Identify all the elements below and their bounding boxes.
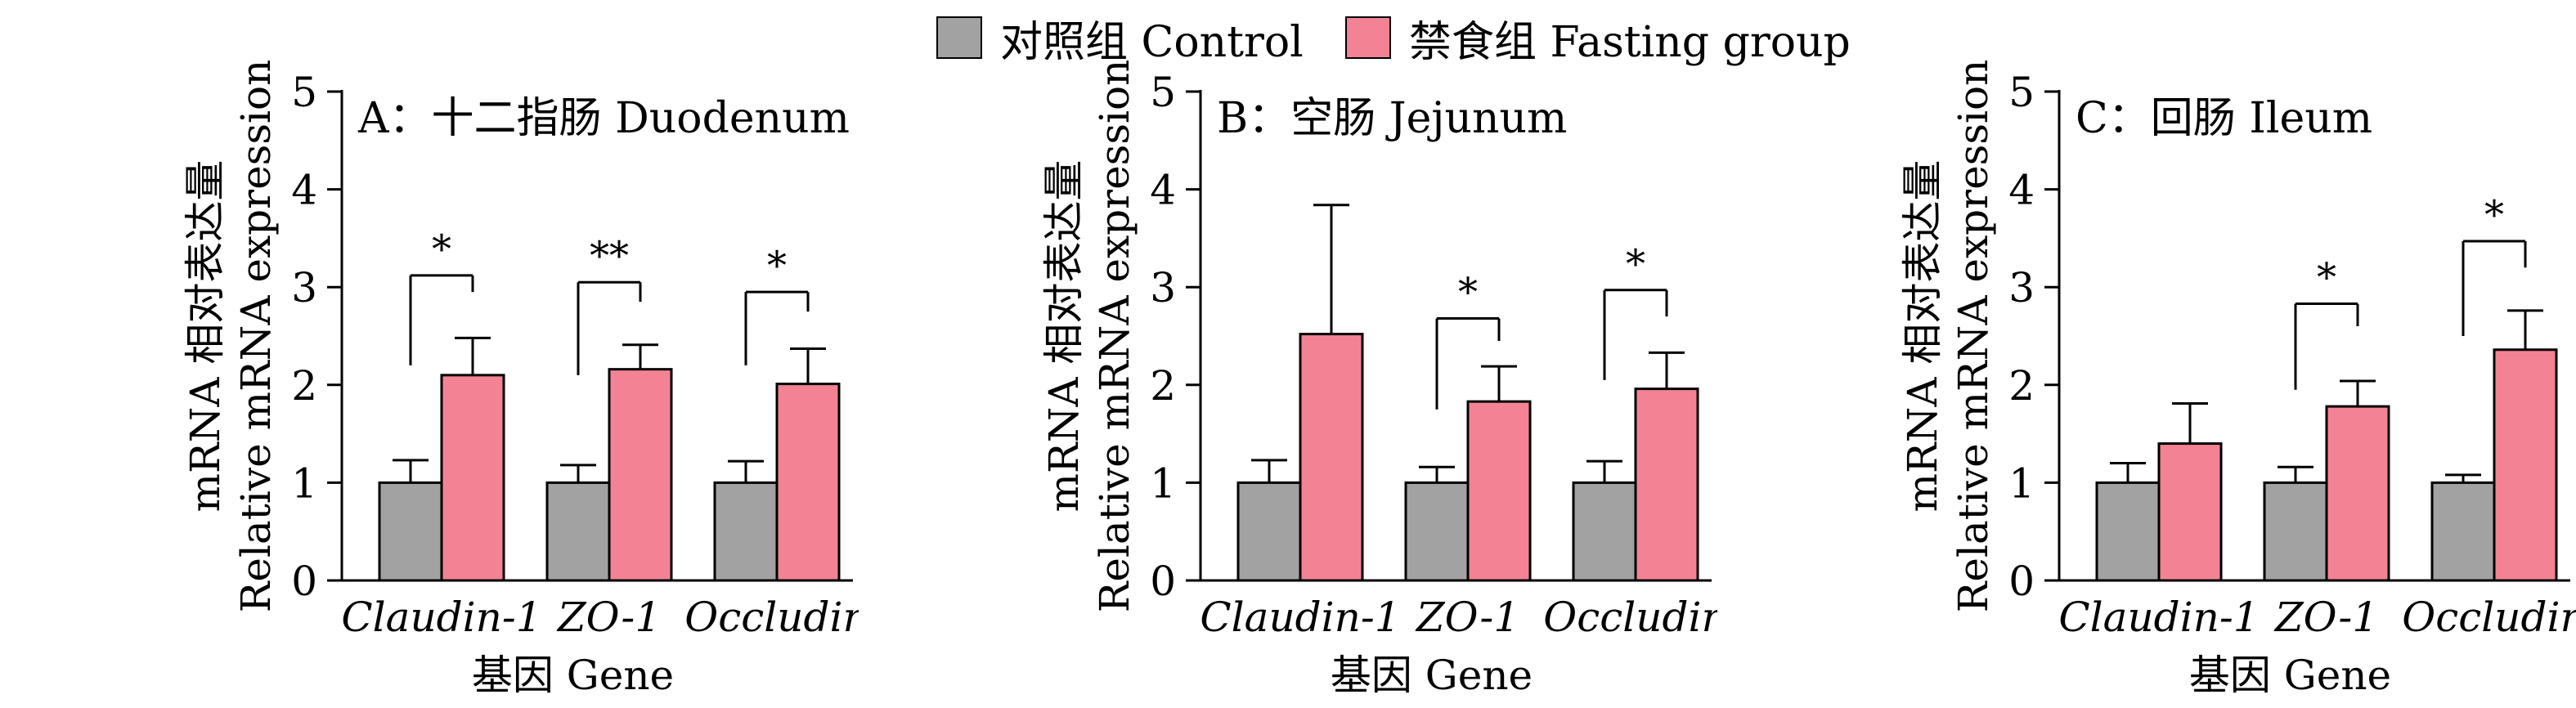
x-category-label: Occludin [1543,594,1717,641]
bar-fasting [2325,405,2390,582]
bar-control [2430,481,2496,582]
legend-swatch-fasting [1345,16,1391,59]
y-tick-label: 2 [291,362,317,410]
x-category-label: ZO-1 [1415,594,1519,641]
x-axis-label: 基因 Gene [472,652,674,699]
bar-fasting [2157,442,2223,582]
y-tick-label: 2 [2008,362,2035,410]
bar-fasting [1634,388,1699,582]
bar-fasting [1299,333,1364,582]
x-category-label: Claudin-1 [2058,594,2259,641]
x-axis-label: 基因 Gene [2189,652,2391,699]
bar-control [1404,481,1470,582]
bar-fasting [775,383,841,582]
panel-label: C：回肠 Ileum [2076,94,2372,143]
y-tick-label: 5 [291,69,317,116]
bar-control [1236,481,1302,582]
significance-label: * [2484,192,2504,238]
chart-panel-duodenum: 0 1 2 3 4 5 mRNA 相对表达量 Relative mRNA expression… [182,60,859,699]
significance-label: * [432,226,451,272]
bar-fasting [440,374,505,582]
y-axis-label-cn: mRNA 相对表达量 [1899,160,1946,513]
significance-label: * [2317,255,2336,301]
y-axis-label-en: Relative mRNA expression [1950,60,1997,613]
y-tick-label: 1 [1150,459,1176,507]
y-tick-label: 3 [291,264,317,311]
bar-control [378,481,443,582]
panel-label: A：十二指肠 Duodenum [357,94,850,143]
significance-label: * [1626,241,1645,287]
y-axis-label-cn: mRNA 相对表达量 [1040,160,1088,513]
y-tick-label: 1 [2008,459,2035,507]
x-axis-label: 基因 Gene [1331,652,1533,699]
y-tick-label: 0 [291,558,317,605]
chart-panel-jejunum: 0 1 2 3 4 5 mRNA 相对表达量 Relative mRNA expression… [1040,60,1717,699]
legend-item-control: 对照组 Control [936,15,1304,67]
y-tick-label: 0 [2008,558,2035,605]
significance-label: * [767,243,787,289]
legend-label-fasting: 禁食组 Fasting group [1409,17,1851,67]
y-tick-label: 3 [2008,264,2035,311]
x-category-label: Occludin [684,594,859,641]
x-category-label: Occludin [2402,594,2576,641]
legend-swatch-control [936,16,982,59]
y-tick-label: 3 [1150,264,1176,311]
bar-fasting [1466,400,1532,582]
bar-fasting [608,368,673,582]
y-tick-label: 5 [1150,69,1176,116]
bar-fasting [2493,348,2558,582]
x-category-label: Claudin-1 [1200,594,1400,641]
legend: 对照组 Control 禁食组 Fasting group [0,0,2576,74]
x-category-label: ZO-1 [2273,594,2378,641]
x-category-label: Claudin-1 [341,594,541,641]
y-tick-label: 4 [2008,167,2035,214]
bar-control [2263,481,2328,582]
x-category-label: ZO-1 [556,594,661,641]
legend-label-control: 对照组 Control [1000,17,1304,67]
y-tick-label: 4 [291,167,317,214]
y-axis-label-en: Relative mRNA expression [232,60,280,613]
y-axis-label-cn: mRNA 相对表达量 [182,160,229,513]
bar-control [545,481,611,582]
y-tick-label: 2 [1150,362,1176,410]
y-tick-label: 5 [2008,69,2035,116]
significance-label: * [1458,269,1478,315]
significance-label: ** [590,233,629,279]
bar-control [1572,481,1637,582]
y-tick-label: 4 [1150,167,1176,214]
bar-control [713,481,779,582]
y-axis-label-en: Relative mRNA expression [1091,60,1138,613]
y-tick-label: 0 [1150,558,1176,605]
panel-label: B：空肠 Jejunum [1217,94,1567,143]
bar-control [2095,481,2161,582]
chart-panel-ileum: 0 1 2 3 4 5 mRNA 相对表达量 Relative mRNA expression… [1899,60,2576,699]
y-tick-label: 1 [291,459,317,507]
legend-item-fasting: 禁食组 Fasting group [1345,15,1851,67]
